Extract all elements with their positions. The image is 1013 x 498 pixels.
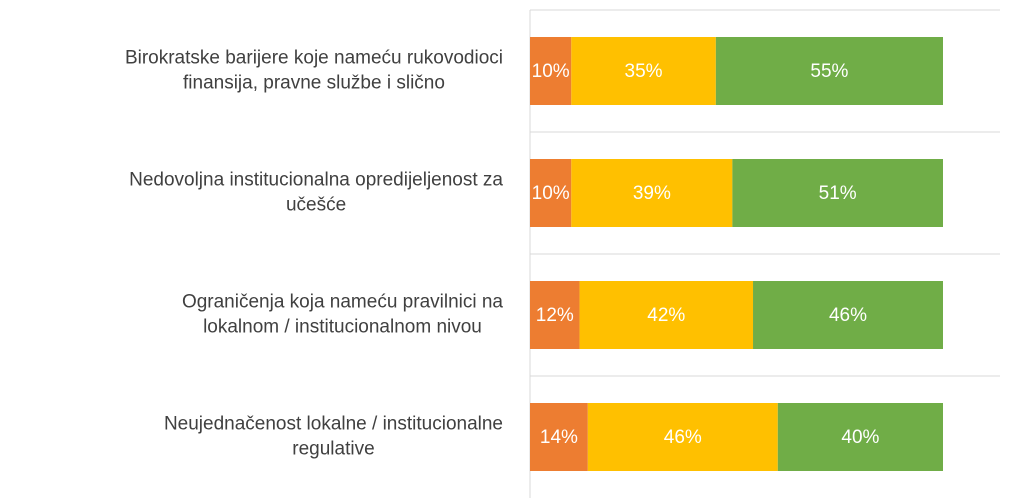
category-label: Ograničenja koja nameću pravilnici na lok…	[182, 292, 503, 338]
bar-segment	[530, 37, 572, 105]
value-label: 10%	[532, 183, 570, 204]
category-label: Nedovoljna institucionalna opredijeljeno…	[129, 170, 503, 216]
value-label: 42%	[647, 305, 685, 326]
value-label: 10%	[532, 61, 570, 82]
value-label: 12%	[536, 305, 574, 326]
category-label: Neujednačenost lokalne / institucionalne…	[164, 414, 503, 460]
bar-segment	[587, 403, 778, 471]
category-label-line: učešće	[286, 195, 346, 216]
bar-segment	[715, 37, 943, 105]
value-label: 40%	[841, 427, 879, 448]
category-label-line: Birokratske barijere koje nameću rukovod…	[125, 48, 503, 69]
category-label-line: finansija, pravne službe i slično	[183, 73, 445, 94]
bar-segment	[530, 281, 580, 349]
value-label: 14%	[540, 427, 578, 448]
category-label-line: regulative	[292, 439, 374, 460]
category-label-line: lokalnom / institucionalnom nivou	[203, 317, 482, 338]
category-label-line: Ograničenja koja nameću pravilnici na	[182, 292, 503, 313]
bar-segment	[571, 37, 716, 105]
category-label-line: Nedovoljna institucionalna opredijeljeno…	[129, 170, 503, 191]
value-label: 55%	[810, 61, 848, 82]
bar-segment	[732, 159, 943, 227]
bar-segment	[753, 281, 943, 349]
bar-segment	[571, 159, 733, 227]
value-label: 46%	[664, 427, 702, 448]
value-label: 51%	[819, 183, 857, 204]
value-label: 46%	[829, 305, 867, 326]
value-label: 35%	[625, 61, 663, 82]
value-label: 39%	[633, 183, 671, 204]
category-label: Birokratske barijere koje nameću rukovod…	[125, 48, 503, 94]
bar-segment	[777, 403, 943, 471]
bar-segment	[530, 159, 572, 227]
bar-segment	[579, 281, 754, 349]
bar-segment	[530, 403, 588, 471]
category-label-line: Neujednačenost lokalne / institucionalne	[164, 414, 503, 435]
